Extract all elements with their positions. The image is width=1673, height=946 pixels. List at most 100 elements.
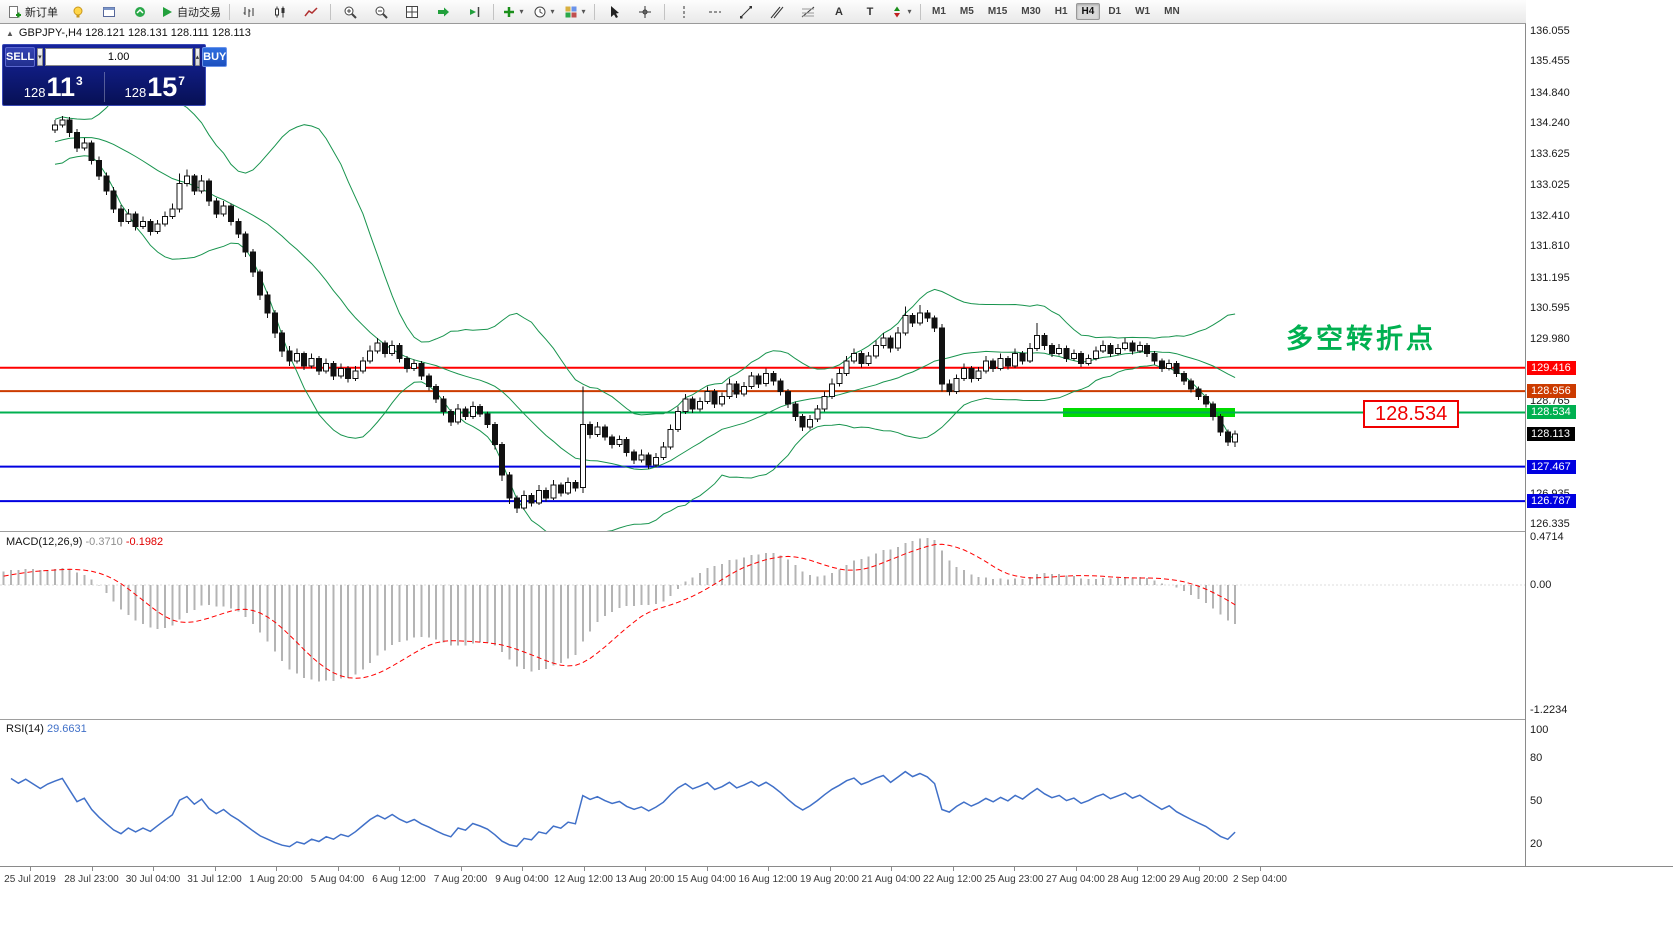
main-chart[interactable] bbox=[0, 24, 1525, 531]
time-axis-label: 6 Aug 12:00 bbox=[372, 874, 426, 885]
oct-toggle-icon[interactable]: ▲ bbox=[6, 28, 14, 38]
candle-body bbox=[455, 408, 462, 423]
time-tick bbox=[1137, 867, 1138, 871]
chart-shift-button[interactable] bbox=[459, 1, 489, 23]
crosshair-icon bbox=[639, 5, 651, 18]
fibonacci-tool-button[interactable] bbox=[793, 1, 823, 23]
volume-input[interactable] bbox=[44, 48, 193, 66]
candle-body bbox=[543, 489, 550, 499]
bars-icon bbox=[243, 6, 254, 17]
rsi-axis-label: 50 bbox=[1530, 795, 1543, 807]
timeframe-m5-button[interactable]: M5 bbox=[959, 6, 974, 17]
candle-body bbox=[587, 423, 594, 435]
horizontal-line-tool-button[interactable] bbox=[700, 1, 730, 23]
turning-point-annotation: 多空转折点 bbox=[1286, 324, 1436, 354]
candle-body bbox=[1158, 360, 1165, 369]
new-order-button[interactable]: 新订单 bbox=[4, 1, 62, 23]
panel-splitter[interactable] bbox=[0, 531, 1673, 532]
candle-body bbox=[1034, 335, 1041, 349]
candle-body bbox=[660, 446, 667, 458]
timeframe-m30-button[interactable]: M30 bbox=[1021, 6, 1041, 17]
templates-button[interactable]: ▾ bbox=[560, 1, 590, 23]
zoom-in-button[interactable] bbox=[335, 1, 365, 23]
candle-body bbox=[968, 368, 975, 380]
candle-body bbox=[403, 357, 410, 369]
candle-body bbox=[154, 223, 161, 233]
bid-price[interactable]: 128 11 3 bbox=[3, 69, 104, 105]
tile-windows-button[interactable] bbox=[397, 1, 427, 23]
volume-increase-button[interactable]: ▴ bbox=[194, 48, 201, 66]
candle-body bbox=[440, 398, 447, 413]
time-tick bbox=[1198, 867, 1200, 871]
candle-body bbox=[902, 314, 909, 334]
cursor-tool-button[interactable] bbox=[599, 1, 629, 23]
indicators-button[interactable]: ▾ bbox=[498, 1, 528, 23]
candle-body bbox=[990, 360, 997, 369]
new-order-icon bbox=[9, 5, 21, 18]
new-chart-button[interactable] bbox=[94, 1, 124, 23]
timeframe-w1-button[interactable]: W1 bbox=[1135, 6, 1151, 17]
rsi-panel[interactable] bbox=[0, 720, 1525, 866]
macd-panel[interactable] bbox=[0, 532, 1525, 719]
candle-body bbox=[257, 271, 264, 296]
candle-body bbox=[88, 142, 95, 162]
rsi-axis-label: 80 bbox=[1530, 752, 1543, 765]
volume-decrease-button[interactable]: ▾ bbox=[37, 48, 43, 66]
time-tick bbox=[952, 867, 954, 871]
timeframe-m1-button[interactable]: M1 bbox=[932, 6, 946, 17]
panel-splitter[interactable] bbox=[0, 719, 1673, 720]
text-tool-button[interactable]: A bbox=[824, 1, 854, 23]
market-watch-button[interactable] bbox=[125, 1, 155, 23]
one-click-trading-panel: SELL ▾ ▴ BUY 128 11 3 128 15 7 bbox=[2, 44, 228, 106]
candle-body bbox=[887, 337, 894, 349]
candle-body bbox=[755, 375, 762, 385]
time-tick bbox=[706, 867, 708, 871]
candle-body bbox=[1063, 347, 1070, 359]
price-tick-label: 129.980 bbox=[1530, 333, 1570, 346]
ask-price[interactable]: 128 15 7 bbox=[105, 69, 206, 105]
rsi-line bbox=[10, 770, 1236, 848]
candle-body bbox=[1056, 347, 1063, 354]
arrows-tool-button[interactable]: ▾ bbox=[886, 1, 916, 23]
price-axis[interactable]: 136.055 135.455 134.840 134.240 133.625 133.0… bbox=[1526, 0, 1673, 894]
auto-scroll-button[interactable] bbox=[428, 1, 458, 23]
candle-body bbox=[858, 352, 865, 364]
label-tool-button[interactable]: T bbox=[855, 1, 885, 23]
candle-body bbox=[147, 221, 154, 233]
time-tick bbox=[30, 867, 31, 871]
sell-button[interactable]: SELL bbox=[5, 47, 36, 67]
timeframe-h4-button[interactable]: H4 bbox=[1075, 3, 1101, 20]
time-axis-label: 30 Jul 04:00 bbox=[125, 874, 181, 885]
timeframe-d1-button[interactable]: D1 bbox=[1108, 6, 1122, 17]
periods-button[interactable]: ▾ bbox=[529, 1, 559, 23]
autotrading-button[interactable]: 自动交易 bbox=[156, 1, 225, 23]
timeframe-m15-button[interactable]: M15 bbox=[987, 6, 1008, 17]
trendline-tool-button[interactable] bbox=[731, 1, 761, 23]
timeframe-h1-button[interactable]: H1 bbox=[1054, 6, 1068, 17]
candle-body bbox=[220, 205, 227, 215]
candle-body bbox=[1195, 388, 1202, 397]
candle-body bbox=[997, 357, 1004, 369]
candle-body bbox=[1019, 352, 1026, 362]
candle-body bbox=[271, 312, 278, 334]
time-tick bbox=[522, 867, 523, 871]
tips-button[interactable] bbox=[63, 1, 93, 23]
candle-body bbox=[521, 494, 528, 509]
line-chart-button[interactable] bbox=[296, 1, 326, 23]
candle-body bbox=[352, 370, 359, 380]
vertical-line-tool-button[interactable] bbox=[669, 1, 699, 23]
crosshair-tool-button[interactable] bbox=[630, 1, 660, 23]
timeframe-mn-button[interactable]: MN bbox=[1164, 6, 1180, 17]
buy-button[interactable]: BUY bbox=[202, 47, 228, 67]
time-tick bbox=[153, 867, 154, 871]
candle-body bbox=[205, 180, 212, 202]
periods-icon bbox=[534, 6, 546, 17]
time-axis[interactable]: 25 Jul 2019 28 Jul 23:00 30 Jul 04:00 31 Ju… bbox=[0, 866, 1673, 895]
candle-body bbox=[176, 182, 183, 210]
price-tick-label: 132.410 bbox=[1530, 209, 1570, 222]
candle-body bbox=[1004, 357, 1011, 367]
candlestick-chart-button[interactable] bbox=[265, 1, 295, 23]
channel-tool-button[interactable] bbox=[762, 1, 792, 23]
zoom-out-button[interactable] bbox=[366, 1, 396, 23]
bar-chart-button[interactable] bbox=[234, 1, 264, 23]
